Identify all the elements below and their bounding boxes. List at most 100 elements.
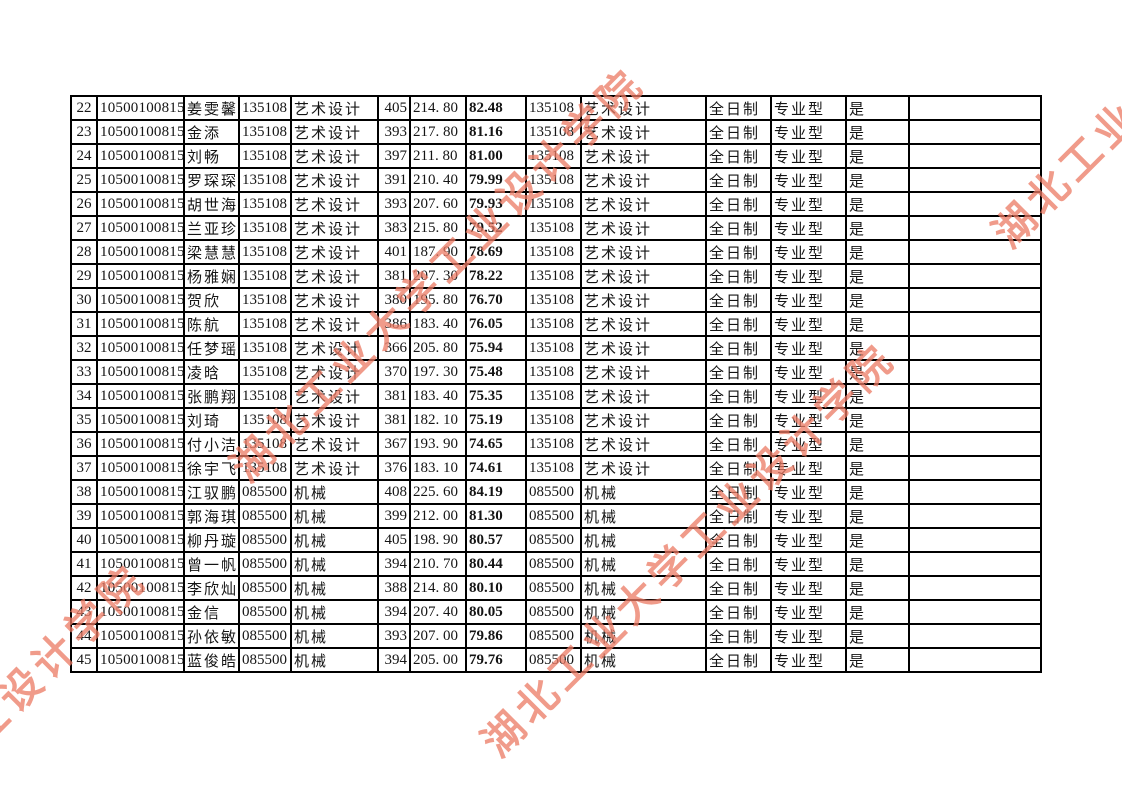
cell-weighted-score: 81.30 [465,503,527,529]
cell-initial-score: 381 [377,407,411,433]
cell-candidate-id: 10500100815092 [96,383,185,409]
cell-study-mode: 全日制 [705,167,772,193]
cell-retest-score: 215. 80 [409,215,467,241]
cell-row-number: 42 [70,575,98,601]
cell-major-code: 085500 [238,551,292,577]
cell-empty [908,311,1042,337]
cell-study-mode: 全日制 [705,527,772,553]
cell-degree-type: 专业型 [770,95,847,121]
cell-initial-score: 370 [377,359,411,385]
table-row: 30 10500100815155 贺欣 135108 艺术设计 380 195… [70,287,1042,313]
cell-degree-type: 专业型 [770,503,847,529]
cell-study-mode: 全日制 [705,239,772,265]
cell-admitted-flag: 是 [845,263,910,289]
table-row: 35 10500100815039 刘琦 135108 艺术设计 381 182… [70,407,1042,433]
cell-weighted-score: 76.05 [465,311,527,337]
cell-weighted-score: 78.69 [465,239,527,265]
cell-degree-type: 专业型 [770,287,847,313]
cell-initial-score: 408 [377,479,411,505]
cell-candidate-name: 郭海琪 [183,503,240,529]
table-row: 27 10500100815031 兰亚珍 135108 艺术设计 383 21… [70,215,1042,241]
cell-admit-major-name: 艺术设计 [580,263,707,289]
cell-weighted-score: 74.61 [465,455,527,481]
cell-admit-major-code: 085500 [525,623,582,649]
cell-candidate-name: 金添 [183,119,240,145]
cell-candidate-id: 10500100815381 [96,143,185,169]
cell-candidate-name: 陈航 [183,311,240,337]
cell-admit-major-code: 135108 [525,95,582,121]
cell-row-number: 22 [70,95,98,121]
cell-retest-score: 183. 10 [409,455,467,481]
cell-study-mode: 全日制 [705,359,772,385]
cell-admitted-flag: 是 [845,383,910,409]
cell-admitted-flag: 是 [845,95,910,121]
cell-initial-score: 393 [377,119,411,145]
cell-admitted-flag: 是 [845,143,910,169]
cell-row-number: 29 [70,263,98,289]
cell-candidate-name: 曾一帆 [183,551,240,577]
cell-major-code: 135108 [238,407,292,433]
table-row: 37 10500100815132 徐宇飞 135108 艺术设计 376 18… [70,455,1042,481]
cell-admit-major-name: 艺术设计 [580,239,707,265]
cell-admitted-flag: 是 [845,311,910,337]
cell-admitted-flag: 是 [845,215,910,241]
cell-admitted-flag: 是 [845,119,910,145]
cell-study-mode: 全日制 [705,647,772,673]
cell-candidate-name: 张鹏翔 [183,383,240,409]
cell-retest-score: 207. 30 [409,263,467,289]
cell-major-name: 艺术设计 [290,335,379,361]
cell-initial-score: 405 [377,95,411,121]
cell-retest-score: 207. 40 [409,599,467,625]
cell-empty [908,431,1042,457]
cell-weighted-score: 81.16 [465,119,527,145]
cell-weighted-score: 79.52 [465,215,527,241]
cell-candidate-id: 10500100815080 [96,599,185,625]
table-row: 36 10500100815414 付小洁 135108 艺术设计 367 19… [70,431,1042,457]
cell-admit-major-name: 机械 [580,503,707,529]
cell-weighted-score: 80.57 [465,527,527,553]
cell-major-code: 135108 [238,119,292,145]
cell-degree-type: 专业型 [770,407,847,433]
cell-weighted-score: 80.05 [465,599,527,625]
cell-major-name: 艺术设计 [290,311,379,337]
cell-admitted-flag: 是 [845,647,910,673]
cell-study-mode: 全日制 [705,215,772,241]
cell-initial-score: 367 [377,431,411,457]
cell-admitted-flag: 是 [845,431,910,457]
cell-admit-major-name: 艺术设计 [580,95,707,121]
cell-row-number: 38 [70,479,98,505]
cell-admit-major-name: 机械 [580,599,707,625]
cell-candidate-name: 付小洁 [183,431,240,457]
cell-degree-type: 专业型 [770,431,847,457]
cell-admitted-flag: 是 [845,623,910,649]
cell-initial-score: 399 [377,503,411,529]
cell-candidate-id: 10500100815271 [96,191,185,217]
cell-major-name: 机械 [290,527,379,553]
cell-admit-major-code: 135108 [525,431,582,457]
table-row: 29 10500100815265 杨雅娴 135108 艺术设计 381 20… [70,263,1042,289]
cell-admitted-flag: 是 [845,239,910,265]
cell-degree-type: 专业型 [770,527,847,553]
cell-admit-major-name: 艺术设计 [580,407,707,433]
cell-weighted-score: 74.65 [465,431,527,457]
cell-study-mode: 全日制 [705,119,772,145]
cell-study-mode: 全日制 [705,551,772,577]
cell-candidate-name: 刘琦 [183,407,240,433]
cell-candidate-name: 杨雅娴 [183,263,240,289]
cell-major-code: 085500 [238,527,292,553]
cell-retest-score: 225. 60 [409,479,467,505]
cell-study-mode: 全日制 [705,455,772,481]
cell-admit-major-name: 艺术设计 [580,215,707,241]
table-row: 45 10500100815218 蓝俊皓 085500 机械 394 205.… [70,647,1042,673]
table-row: 44 10500100815488 孙依敏 085500 机械 393 207.… [70,623,1042,649]
cell-candidate-id: 10500100815031 [96,215,185,241]
cell-weighted-score: 78.22 [465,263,527,289]
cell-weighted-score: 75.19 [465,407,527,433]
cell-candidate-id: 10500100815039 [96,407,185,433]
cell-degree-type: 专业型 [770,479,847,505]
cell-admitted-flag: 是 [845,503,910,529]
cell-empty [908,599,1042,625]
cell-candidate-id: 10500100815082 [96,527,185,553]
cell-admit-major-name: 机械 [580,527,707,553]
cell-weighted-score: 84.19 [465,479,527,505]
